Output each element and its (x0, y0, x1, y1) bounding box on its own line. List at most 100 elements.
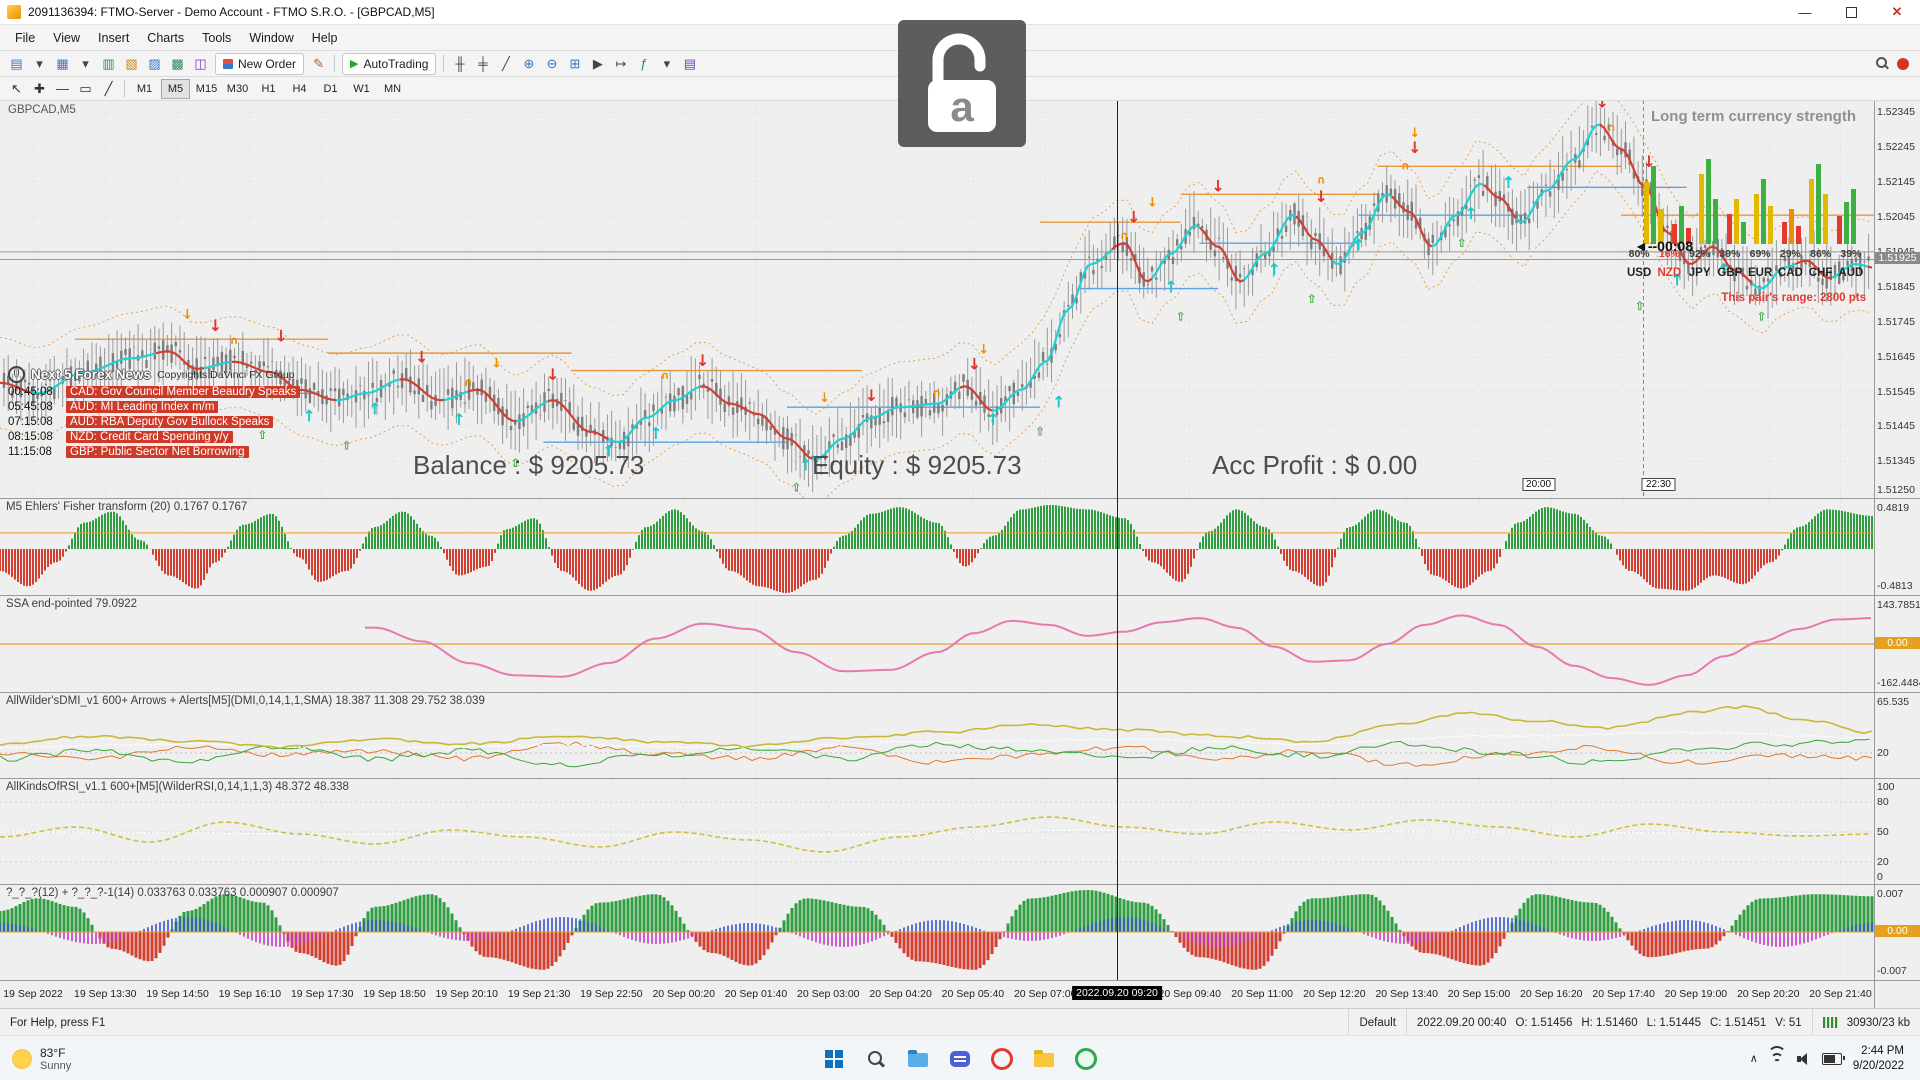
ssa-panel[interactable]: SSA end-pointed 79.0922 (0, 596, 1874, 692)
zoom-in-icon[interactable]: ⊕ (523, 55, 535, 71)
menu-item-insert[interactable]: Insert (98, 30, 130, 45)
main-chart[interactable]: GBPCAD,M5 Long term currency strength ◄-… (0, 100, 1874, 498)
taskbar-clock[interactable]: 2:44 PM 9/20/2022 (1852, 1044, 1904, 1072)
metaeditor-icon[interactable]: ✎ (313, 55, 324, 71)
market-watch-icon[interactable]: ▥ (102, 55, 115, 71)
forex-news-panel: Next 5 Forex News Copyrights DaVinci FX … (8, 366, 348, 458)
app-icon (7, 5, 21, 19)
signal-arrow: ↓ (865, 386, 878, 405)
data-window-icon[interactable]: ▧ (125, 55, 138, 71)
terminal-icon[interactable]: ▩ (171, 55, 184, 71)
chat-icon[interactable] (947, 1046, 973, 1072)
timeframe-m15[interactable]: M15 (195, 82, 218, 95)
menu-item-file[interactable]: File (15, 30, 36, 45)
new-chart-icon[interactable]: ▤ (10, 55, 23, 71)
status-profile: Default (1348, 1009, 1405, 1036)
browser-icon[interactable] (1073, 1046, 1099, 1072)
symbol-label: GBPCAD,M5 (8, 104, 76, 116)
currency-strength-currencies: USD NZD JPY GBP EUR CAD CHF AUD (1624, 267, 1866, 279)
acc-profit-overlay: Acc Profit : $ 0.00 (1212, 450, 1418, 480)
session-marker: 22:30 (1641, 478, 1675, 491)
line-chart-icon[interactable]: ╱ (502, 55, 510, 71)
templates-icon[interactable]: ▤ (683, 55, 697, 71)
news-item: 11:15:08 GBP: Public Sector Net Borrowing (8, 446, 348, 458)
autotrading-play-icon: ▶ (350, 58, 359, 70)
signal-arrow: ⇧ (1176, 309, 1186, 323)
profiles-dropdown-icon[interactable]: ▾ (82, 55, 89, 71)
timeframe-d1[interactable]: D1 (323, 82, 338, 95)
periods-dropdown-icon[interactable]: ▾ (663, 55, 671, 71)
cursor-icon[interactable]: ↖ (11, 80, 22, 96)
battery-icon[interactable] (1821, 1052, 1845, 1065)
horizontal-line-icon[interactable]: — (56, 81, 69, 96)
timeframe-m5[interactable]: M5 (161, 78, 190, 99)
signal-arrow: ↑ (602, 442, 615, 461)
time-axis[interactable]: 2022.09.20 09:20 19 Sep 2022 19 Sep 13:30… (0, 981, 1874, 1009)
signal-arrow: ↑ (303, 407, 316, 426)
menu-item-tools[interactable]: Tools (202, 30, 232, 45)
menu-item-view[interactable]: View (53, 30, 81, 45)
search-icon[interactable] (1876, 57, 1889, 70)
new-order-button[interactable]: New Order (215, 52, 305, 75)
rectangle-icon[interactable]: ▭ (79, 80, 92, 96)
bar-chart-icon[interactable]: ╫ (455, 56, 465, 71)
profiles-icon[interactable]: ▦ (56, 55, 69, 71)
taskbar-search-icon[interactable] (863, 1046, 889, 1072)
folder-icon[interactable] (1031, 1046, 1057, 1072)
signal-arrow: ↓ (209, 316, 222, 335)
zoom-out-icon[interactable]: ⊖ (546, 55, 558, 71)
weather-widget[interactable]: 83°F Sunny (0, 1046, 242, 1072)
time-tick: 20 Sep 07:00 (1013, 988, 1077, 1000)
tile-windows-icon[interactable]: ⊞ (569, 55, 581, 71)
signal-arrow: ⇧ (1457, 236, 1467, 250)
menu-item-window[interactable]: Window (249, 30, 294, 45)
autotrading-button[interactable]: ▶ AutoTrading (342, 52, 437, 75)
timeframe-h1[interactable]: H1 (261, 82, 276, 95)
menu-item-help[interactable]: Help (311, 30, 338, 45)
file-explorer-icon[interactable] (905, 1046, 931, 1072)
rsi-panel[interactable]: AllKindsOfRSI_v1.1 600+[M5](WilderRSI,0,… (0, 779, 1874, 884)
crosshair-icon[interactable]: ✚ (34, 80, 45, 96)
signal-arrow: ↓ (1211, 176, 1224, 195)
session-marker: 20:00 (1522, 478, 1556, 491)
hidden-icons-chevron[interactable]: ∧ (1749, 1053, 1758, 1065)
opera-icon[interactable] (989, 1046, 1015, 1072)
strength-cur-nzd: NZD (1657, 267, 1682, 279)
svg-text:a: a (950, 83, 974, 130)
trendline-icon[interactable]: ╱ (104, 80, 113, 96)
wifi-icon[interactable] (1767, 1046, 1787, 1065)
start-button[interactable] (821, 1046, 847, 1072)
chart-shift-icon[interactable]: ↦ (615, 55, 627, 71)
minimize-button[interactable]: — (1798, 4, 1812, 20)
time-tick: 20 Sep 04:20 (869, 988, 932, 1000)
fisher-panel[interactable]: M5 Ehlers' Fisher transform (20) 0.1767 … (0, 499, 1874, 595)
timeframe-h4[interactable]: H4 (292, 82, 307, 95)
signal-arrow: ∩ (230, 334, 239, 347)
strength-bars-eur (1750, 148, 1778, 244)
auto-scroll-icon[interactable]: ▶ (592, 55, 603, 71)
timeframe-w1[interactable]: W1 (353, 82, 370, 95)
timeframe-m1[interactable]: M1 (136, 82, 153, 95)
timeframe-m30[interactable]: M30 (226, 82, 249, 95)
sun-icon (12, 1048, 32, 1069)
indicators-icon[interactable]: ƒ (640, 56, 648, 71)
signal-arrow: ↓ (491, 356, 502, 371)
strategy-tester-icon[interactable]: ◫ (194, 55, 207, 71)
dmi-panel[interactable]: AllWilder'sDMI_v1 600+ Arrows + Alerts[M… (0, 693, 1874, 778)
candlestick-icon[interactable]: ╪ (478, 56, 488, 71)
new-chart-dropdown-icon[interactable]: ▾ (36, 55, 43, 71)
time-tick: 20 Sep 15:00 (1447, 988, 1511, 1000)
close-button[interactable]: ✕ (1891, 4, 1903, 19)
menu-item-charts[interactable]: Charts (147, 30, 185, 45)
balance-overlay: Balance : $ 9205.73 (413, 450, 645, 480)
navigator-icon[interactable]: ▨ (148, 55, 161, 71)
price-axis[interactable]: 1.523451.522451.521451.520451.519451.518… (1874, 100, 1920, 498)
time-tick: 20 Sep 05:40 (941, 988, 1005, 1000)
timeframe-mn[interactable]: MN (383, 82, 402, 95)
maximize-button[interactable] (1828, 0, 1874, 24)
volume-icon[interactable] (1796, 1052, 1811, 1065)
price-tick: 1.51545 (1877, 385, 1915, 398)
news-item: 00:45:08 CAD: Gov Council Member Beaudry … (8, 386, 348, 398)
record-icon[interactable] (1897, 57, 1909, 70)
macd-histogram-panel[interactable]: ?_?_?(12) + ?_?_?-1(14) 0.033763 0.03376… (0, 885, 1874, 980)
